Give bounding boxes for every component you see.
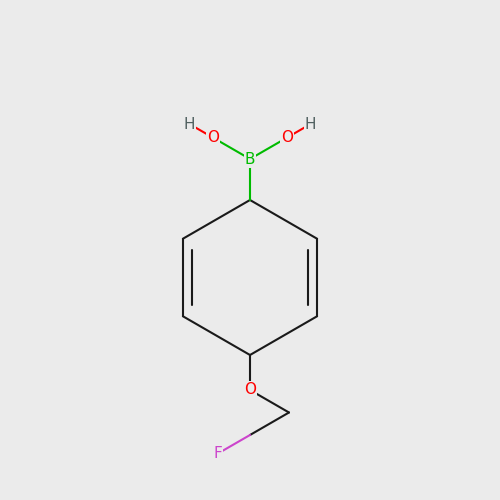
Text: O: O <box>281 130 293 146</box>
Text: F: F <box>213 446 222 461</box>
Text: H: H <box>184 116 195 132</box>
Text: O: O <box>207 130 219 146</box>
Text: H: H <box>305 116 316 132</box>
Text: B: B <box>245 152 256 166</box>
Text: O: O <box>244 382 256 398</box>
